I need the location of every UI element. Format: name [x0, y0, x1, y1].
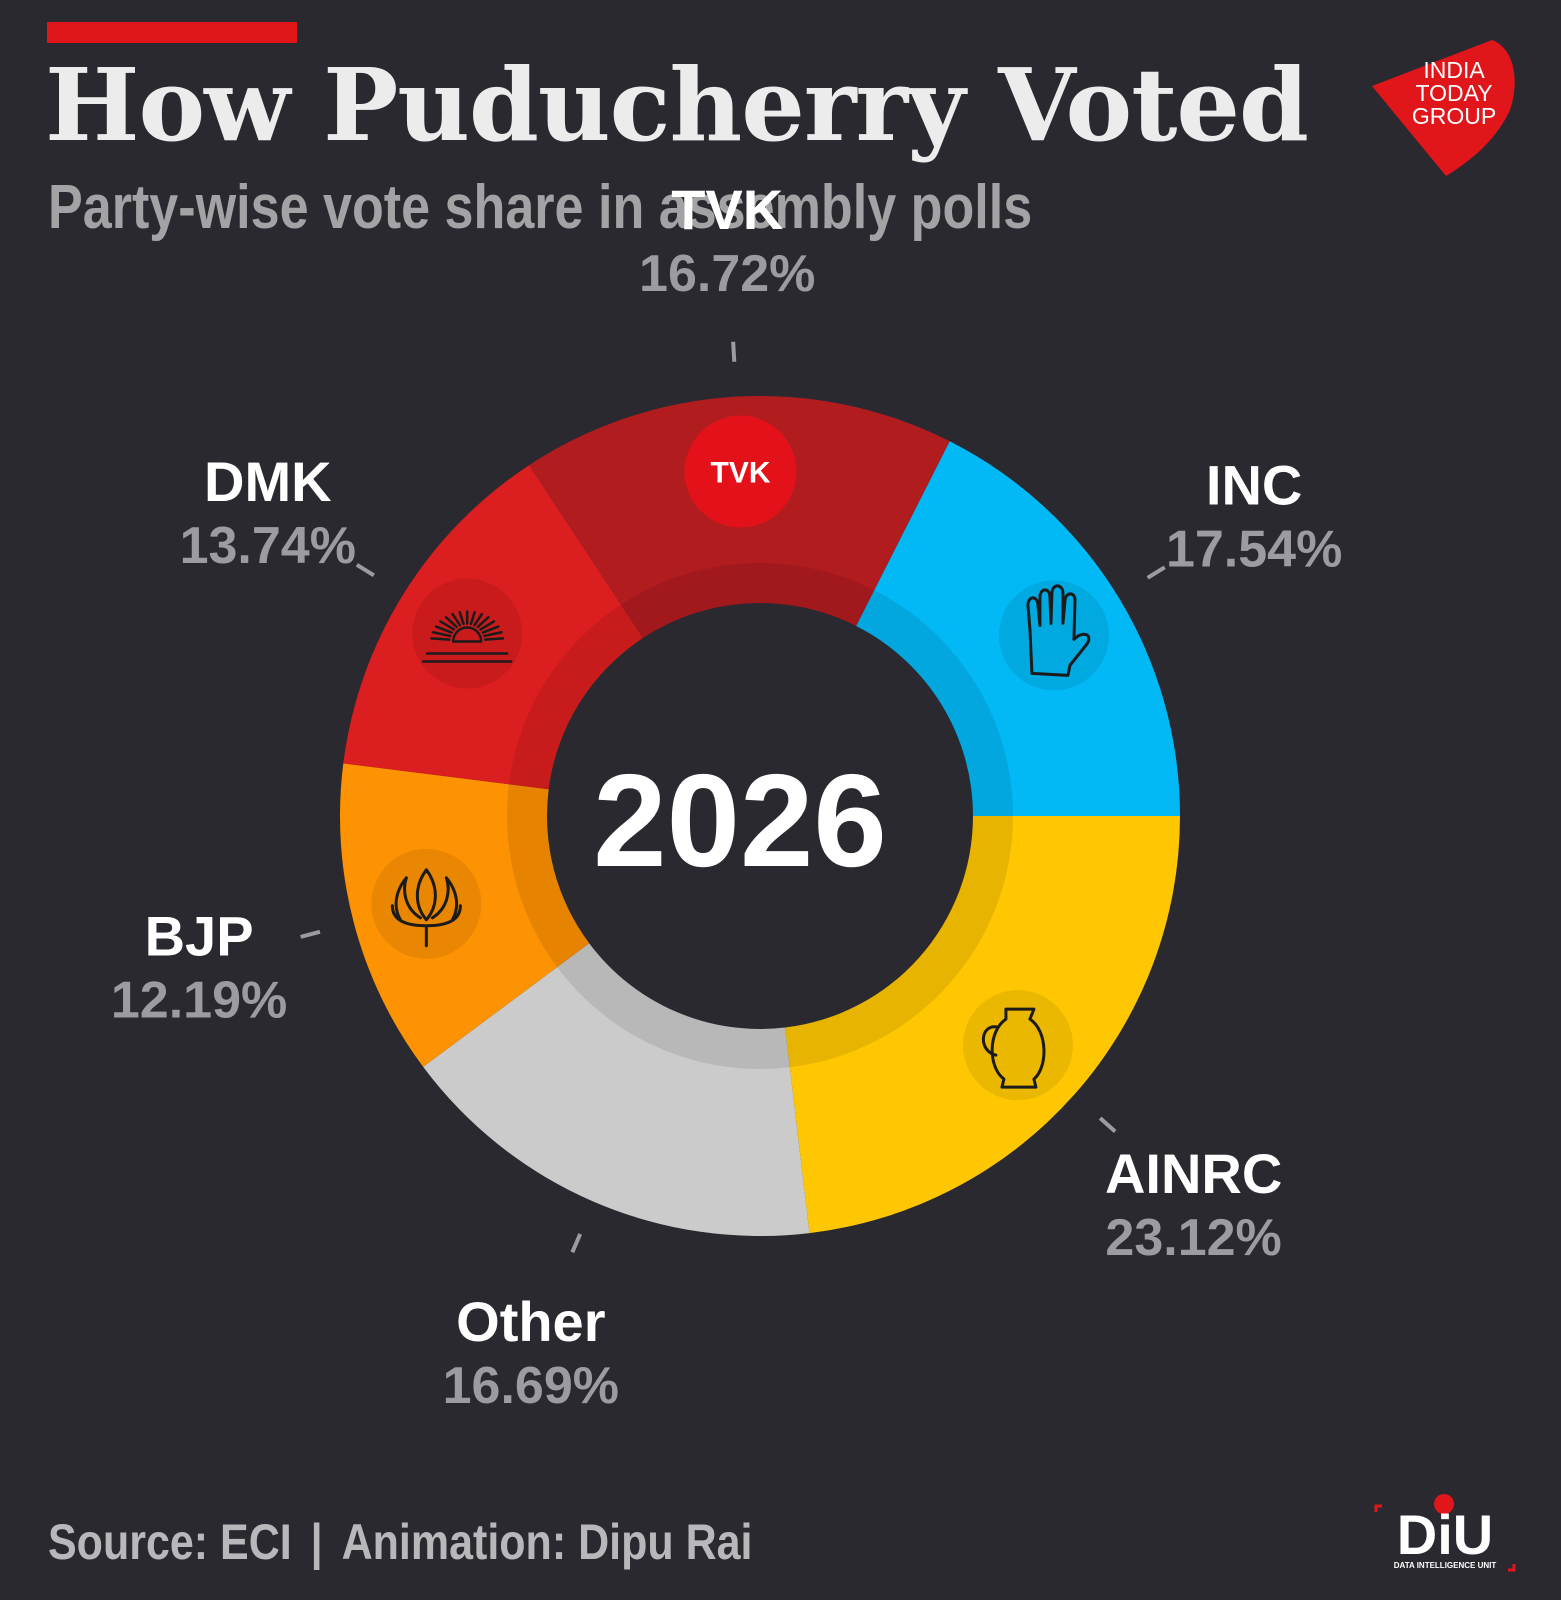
- leader-tick-ainrc: [1098, 1116, 1117, 1133]
- slice-inc: [856, 441, 1180, 816]
- slice-inner-band-tvk: [620, 563, 875, 639]
- slice-ainrc: [785, 816, 1180, 1234]
- diu-logo-bracket-right: [1508, 1564, 1516, 1572]
- chart-subtitle: Party-wise vote share in assembly polls: [48, 173, 1033, 242]
- diu-logo-tagline: DATA INTELLIGENCE UNIT: [1394, 1561, 1497, 1570]
- leader-tick-bjp: [300, 929, 321, 939]
- lotus-icon: [390, 868, 462, 948]
- india-today-logo-line-1: INDIA: [1423, 57, 1485, 83]
- slice-bjp: [340, 763, 590, 1067]
- slice-value-inc: 17.54%: [1166, 520, 1342, 578]
- slice-value-ainrc: 23.12%: [1105, 1209, 1281, 1267]
- icon-bg-bjp: [371, 848, 482, 959]
- source-label: Source: ECI: [48, 1514, 292, 1570]
- slice-inner-band-other: [557, 943, 790, 1069]
- slice-name-tvk: TVK: [671, 178, 783, 241]
- footer: Source: ECI | Animation: Dipu Rai: [48, 1512, 752, 1572]
- slice-inner-band-ainrc: [785, 816, 1013, 1068]
- slice-value-other: 16.69%: [443, 1357, 619, 1415]
- water-jug-icon: [981, 1007, 1046, 1089]
- chart-title: How Puducherry Voted: [45, 46, 1309, 164]
- slice-name-dmk: DMK: [204, 450, 332, 513]
- leader-tick-tvk: [731, 341, 737, 362]
- slice-name-ainrc: AINRC: [1105, 1142, 1282, 1205]
- icon-bg-inc: [998, 580, 1109, 691]
- tvk-badge-text: TVK: [711, 457, 771, 490]
- india-today-logo: INDIA TODAY GROUP: [1372, 40, 1515, 176]
- slice-inner-band-dmk: [508, 604, 643, 790]
- center-year-label: 2026: [593, 747, 887, 894]
- diu-logo-dot: [1434, 1494, 1454, 1514]
- diu-logo-bracket-left: [1374, 1504, 1382, 1512]
- credit-label: Animation: Dipu Rai: [341, 1514, 753, 1570]
- slice-dmk: [343, 465, 643, 790]
- diu-logo: DiU DATA INTELLIGENCE UNIT: [1374, 1494, 1516, 1572]
- diu-logo-text: DiU: [1397, 1503, 1493, 1566]
- slice-inner-band-bjp: [507, 784, 590, 968]
- slice-value-tvk: 16.72%: [639, 245, 815, 303]
- icon-bg-dmk: [412, 578, 523, 689]
- slice-name-inc: INC: [1206, 453, 1302, 516]
- tvk-badge-icon: [684, 415, 797, 528]
- slice-name-bjp: BJP: [145, 905, 254, 968]
- slice-inner-band-inc: [856, 590, 1013, 816]
- india-today-logo-shape: [1372, 40, 1515, 176]
- slice-value-bjp: 12.19%: [111, 972, 287, 1030]
- india-today-logo-line-3: GROUP: [1412, 103, 1496, 129]
- slice-name-other: Other: [456, 1290, 605, 1353]
- hand-icon: [1026, 584, 1091, 677]
- leader-tick-inc: [1146, 565, 1166, 580]
- slice-value-dmk: 13.74%: [180, 517, 356, 575]
- slice-other: [423, 943, 810, 1237]
- accent-bar: [47, 22, 297, 43]
- leader-tick-other: [570, 1233, 583, 1254]
- rising-sun-icon: [421, 610, 513, 663]
- icon-bg-ainrc: [962, 990, 1073, 1101]
- footer-separator: |: [310, 1514, 323, 1570]
- india-today-logo-line-2: TODAY: [1415, 80, 1492, 106]
- leader-tick-dmk: [355, 563, 375, 578]
